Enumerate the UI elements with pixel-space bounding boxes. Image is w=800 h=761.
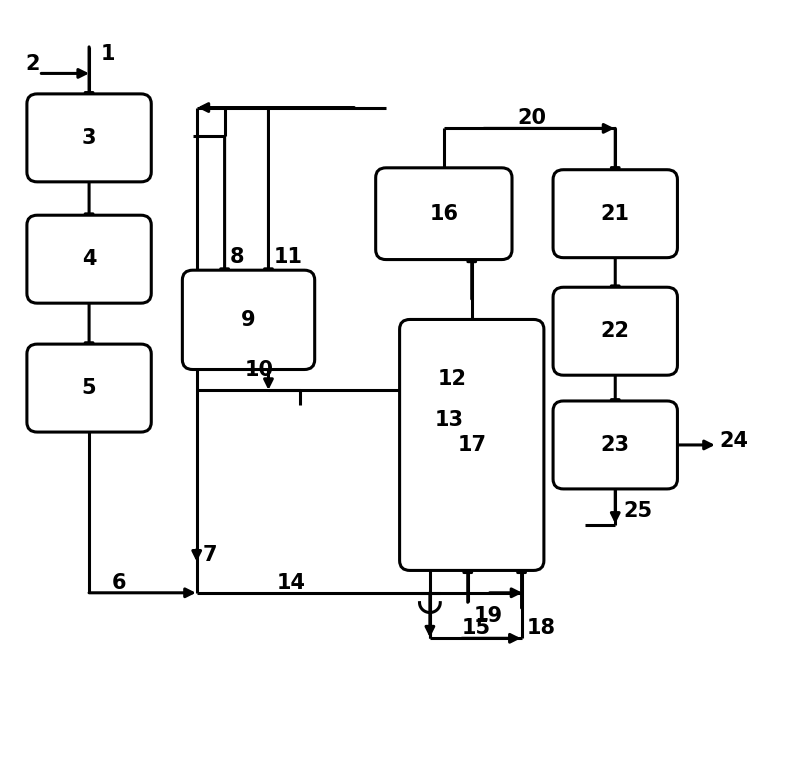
Text: 9: 9 — [242, 310, 256, 330]
Text: 23: 23 — [601, 435, 630, 455]
FancyBboxPatch shape — [27, 215, 151, 303]
Text: 20: 20 — [518, 108, 546, 128]
Text: 21: 21 — [601, 204, 630, 224]
FancyBboxPatch shape — [553, 401, 678, 489]
Text: 24: 24 — [719, 431, 748, 451]
Text: 7: 7 — [202, 545, 217, 565]
Text: 17: 17 — [458, 435, 486, 455]
FancyBboxPatch shape — [182, 270, 314, 370]
Text: 4: 4 — [82, 249, 96, 269]
Text: 10: 10 — [245, 360, 274, 380]
Text: 15: 15 — [462, 619, 491, 638]
Text: 2: 2 — [26, 53, 40, 74]
Text: 5: 5 — [82, 378, 96, 398]
Text: 1: 1 — [101, 44, 115, 65]
Text: 19: 19 — [474, 606, 503, 626]
Text: 6: 6 — [111, 573, 126, 593]
Text: 25: 25 — [623, 501, 652, 521]
Text: 22: 22 — [601, 321, 630, 341]
Text: 18: 18 — [526, 619, 555, 638]
FancyBboxPatch shape — [27, 94, 151, 182]
Text: 16: 16 — [430, 204, 458, 224]
Text: 8: 8 — [230, 247, 244, 267]
FancyBboxPatch shape — [400, 320, 544, 571]
Text: 13: 13 — [434, 410, 464, 430]
Text: 12: 12 — [438, 369, 467, 390]
FancyBboxPatch shape — [553, 170, 678, 258]
Text: 14: 14 — [277, 573, 306, 593]
FancyBboxPatch shape — [27, 344, 151, 432]
Text: 11: 11 — [274, 247, 302, 267]
Text: 3: 3 — [82, 128, 96, 148]
FancyBboxPatch shape — [376, 168, 512, 260]
FancyBboxPatch shape — [553, 287, 678, 375]
